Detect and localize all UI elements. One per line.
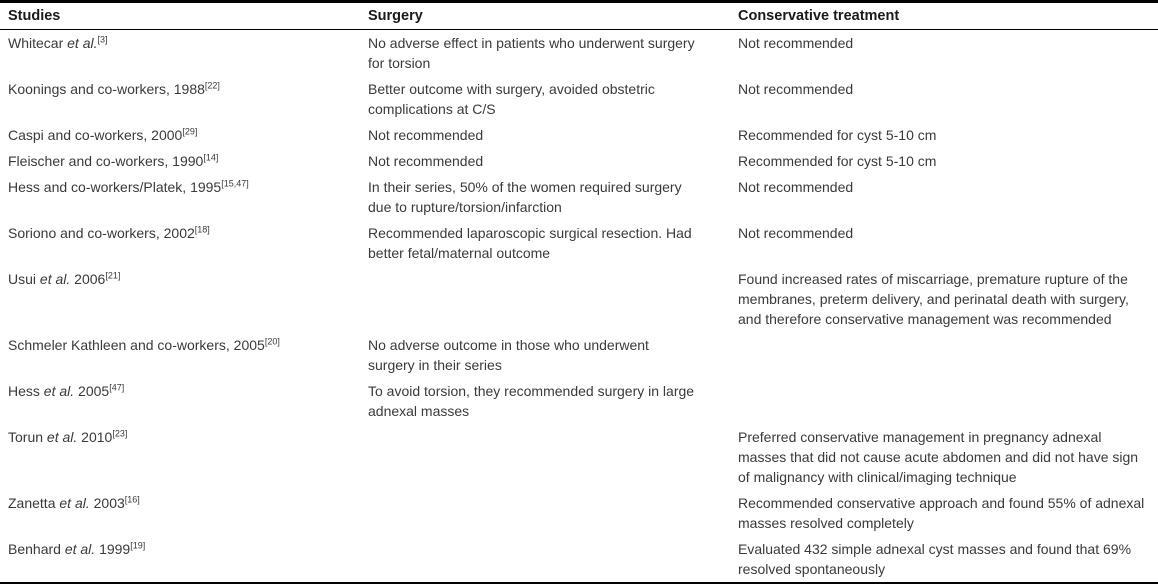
table-row: Schmeler Kathleen and co-workers, 2005[2…	[0, 332, 1158, 378]
conservative-treatment-cell: Recommended conservative approach and fo…	[738, 495, 1145, 531]
reference-superscript: [18]	[194, 224, 210, 235]
conservative-treatment-cell: Not recommended	[738, 179, 854, 195]
reference-superscript: [23]	[112, 428, 128, 439]
table-row: Zanetta et al. 2003[16] Recommended conse…	[0, 490, 1158, 536]
conservative-treatment-cell: Not recommended	[738, 81, 854, 97]
conservative-treatment-cell: Not recommended	[738, 35, 854, 51]
reference-superscript: [21]	[105, 270, 121, 281]
surgery-cell: No adverse effect in patients who underw…	[368, 35, 695, 71]
conservative-treatment-cell: Evaluated 432 simple adnexal cyst masses…	[738, 541, 1132, 577]
column-header-conservative-treatment: Conservative treatment	[738, 8, 900, 24]
study-cell: Benhard et al. 1999[19]	[8, 540, 146, 557]
surgery-cell: In their series, 50% of the women requir…	[368, 179, 682, 215]
table-row: Caspi and co-workers, 2000[29] Not recomm…	[0, 122, 1158, 148]
study-cell: Hess and co-workers/Platek, 1995[15,47]	[8, 178, 249, 195]
surgery-cell	[368, 490, 708, 536]
study-cell: Caspi and co-workers, 2000[29]	[8, 126, 198, 143]
surgery-cell: Better outcome with surgery, avoided obs…	[368, 81, 655, 117]
surgery-cell	[368, 266, 708, 332]
surgery-cell: Not recommended	[368, 153, 484, 169]
reference-superscript: [29]	[182, 126, 198, 137]
reference-superscript: [15,47]	[221, 178, 249, 189]
conservative-treatment-cell: Recommended for cyst 5-10 cm	[738, 153, 937, 169]
reference-superscript: [16]	[124, 494, 140, 505]
study-cell: Usui et al. 2006[21]	[8, 270, 121, 287]
table-row: Whitecar et al.[3] No adverse effect in p…	[0, 30, 1158, 76]
reference-superscript: [3]	[97, 34, 108, 45]
surgery-cell	[368, 424, 708, 490]
conservative-treatment-cell: Preferred conservative management in pre…	[738, 429, 1139, 485]
et-al-italic: et al.	[46, 429, 78, 445]
table-row: Hess et al. 2005[47] To avoid torsion, th…	[0, 378, 1158, 424]
surgery-cell: To avoid torsion, they recommended surge…	[368, 383, 695, 419]
conservative-treatment-cell	[738, 378, 1158, 424]
reference-superscript: [47]	[109, 382, 125, 393]
table-row: Fleischer and co-workers, 1990[14] Not re…	[0, 148, 1158, 174]
conservative-treatment-cell: Not recommended	[738, 225, 854, 241]
study-cell: Zanetta et al. 2003[16]	[8, 494, 140, 511]
conservative-treatment-cell: Recommended for cyst 5-10 cm	[738, 127, 937, 143]
column-header-surgery: Surgery	[368, 8, 423, 24]
table-body: Whitecar et al.[3] No adverse effect in p…	[0, 30, 1158, 582]
surgery-cell: Recommended laparoscopic surgical resect…	[368, 225, 692, 261]
reference-superscript: [19]	[130, 540, 146, 551]
table-row: Benhard et al. 1999[19] Evaluated 432 sim…	[0, 536, 1158, 582]
study-cell: Koonings and co-workers, 1988[22]	[8, 80, 220, 97]
table-row: Hess and co-workers/Platek, 1995[15,47] I…	[0, 174, 1158, 220]
study-cell: Torun et al. 2010[23]	[8, 428, 128, 445]
table-row: Koonings and co-workers, 1988[22] Better …	[0, 76, 1158, 122]
reference-superscript: [22]	[204, 80, 220, 91]
et-al-italic: et al.	[67, 35, 98, 51]
et-al-italic: et al.	[43, 383, 75, 399]
study-cell: Whitecar et al.[3]	[8, 34, 108, 51]
table-header-row: Studies Surgery Conservative treatment	[0, 3, 1158, 30]
table-row: Torun et al. 2010[23] Preferred conservat…	[0, 424, 1158, 490]
study-cell: Fleischer and co-workers, 1990[14]	[8, 152, 219, 169]
et-al-italic: et al.	[59, 495, 90, 511]
study-cell: Hess et al. 2005[47]	[8, 382, 125, 399]
study-cell: Schmeler Kathleen and co-workers, 2005[2…	[8, 336, 280, 353]
study-cell: Soriono and co-workers, 2002[18]	[8, 224, 210, 241]
surgery-cell: No adverse outcome in those who underwen…	[368, 337, 649, 373]
surgery-cell: Not recommended	[368, 127, 484, 143]
et-al-italic: et al.	[39, 271, 71, 287]
conservative-treatment-cell	[738, 332, 1158, 378]
surgery-cell	[368, 536, 708, 582]
reference-superscript: [20]	[264, 336, 280, 347]
reference-superscript: [14]	[203, 152, 219, 163]
et-al-italic: et al.	[64, 541, 96, 557]
conservative-treatment-cell: Found increased rates of miscarriage, pr…	[738, 271, 1129, 327]
column-header-studies: Studies	[8, 8, 61, 24]
table-row: Soriono and co-workers, 2002[18] Recommen…	[0, 220, 1158, 266]
table-row: Usui et al. 2006[21] Found increased rate…	[0, 266, 1158, 332]
